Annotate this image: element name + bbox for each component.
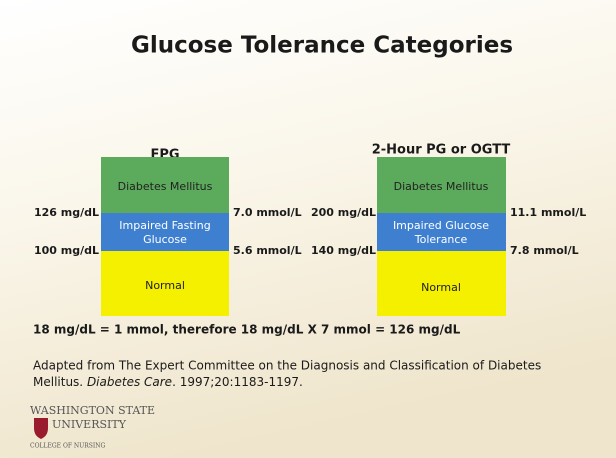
zone-diabetes xyxy=(377,157,506,213)
threshold-label: 7.8 mmol/L xyxy=(510,244,579,257)
citation-part: Mellitus. xyxy=(33,375,87,389)
zone-diabetes xyxy=(101,157,229,213)
threshold-label: 126 mg/dL xyxy=(34,206,99,219)
column-heading: 2-Hour PG or OGTT xyxy=(372,143,511,158)
logo-shield xyxy=(34,418,48,439)
threshold-label: 11.1 mmol/L xyxy=(510,206,586,219)
threshold-label: 140 mg/dL xyxy=(311,244,376,257)
logo-text: COLLEGE OF NURSING xyxy=(30,443,105,450)
journal: Diabetes Care xyxy=(87,375,172,389)
zone-impaired xyxy=(101,213,229,251)
citation-part: . 1997;20:1183-1197. xyxy=(172,375,303,389)
threshold-label: 100 mg/dL xyxy=(34,244,99,257)
threshold-label: 7.0 mmol/L xyxy=(233,206,302,219)
threshold-label: 200 mg/dL xyxy=(311,206,376,219)
citation: Adapted from The Expert Committee on the… xyxy=(33,359,541,373)
citation: Mellitus. Diabetes Care. 1997;20:1183-11… xyxy=(33,375,303,389)
conversion-note: 18 mg/dL = 1 mmol, therefore 18 mg/dL X … xyxy=(33,323,461,337)
threshold-label: 5.6 mmol/L xyxy=(233,244,302,257)
zone-label: Normal xyxy=(421,281,461,294)
zone-label: Glucose xyxy=(143,233,187,246)
zone-normal xyxy=(101,251,229,316)
logo-text: WASHINGTON STATE xyxy=(30,404,155,417)
zone-label: Tolerance xyxy=(414,233,468,246)
title: Glucose Tolerance Categories xyxy=(131,33,513,59)
zone-label: Diabetes Mellitus xyxy=(118,180,213,193)
zone-impaired xyxy=(377,213,506,251)
zone-label: Impaired Fasting xyxy=(119,219,210,232)
zone-normal xyxy=(377,251,506,316)
zone-label: Impaired Glucose xyxy=(393,219,489,232)
zone-label: Normal xyxy=(145,279,185,292)
zone-label: Diabetes Mellitus xyxy=(394,180,489,193)
logo-text: UNIVERSITY xyxy=(52,418,127,431)
